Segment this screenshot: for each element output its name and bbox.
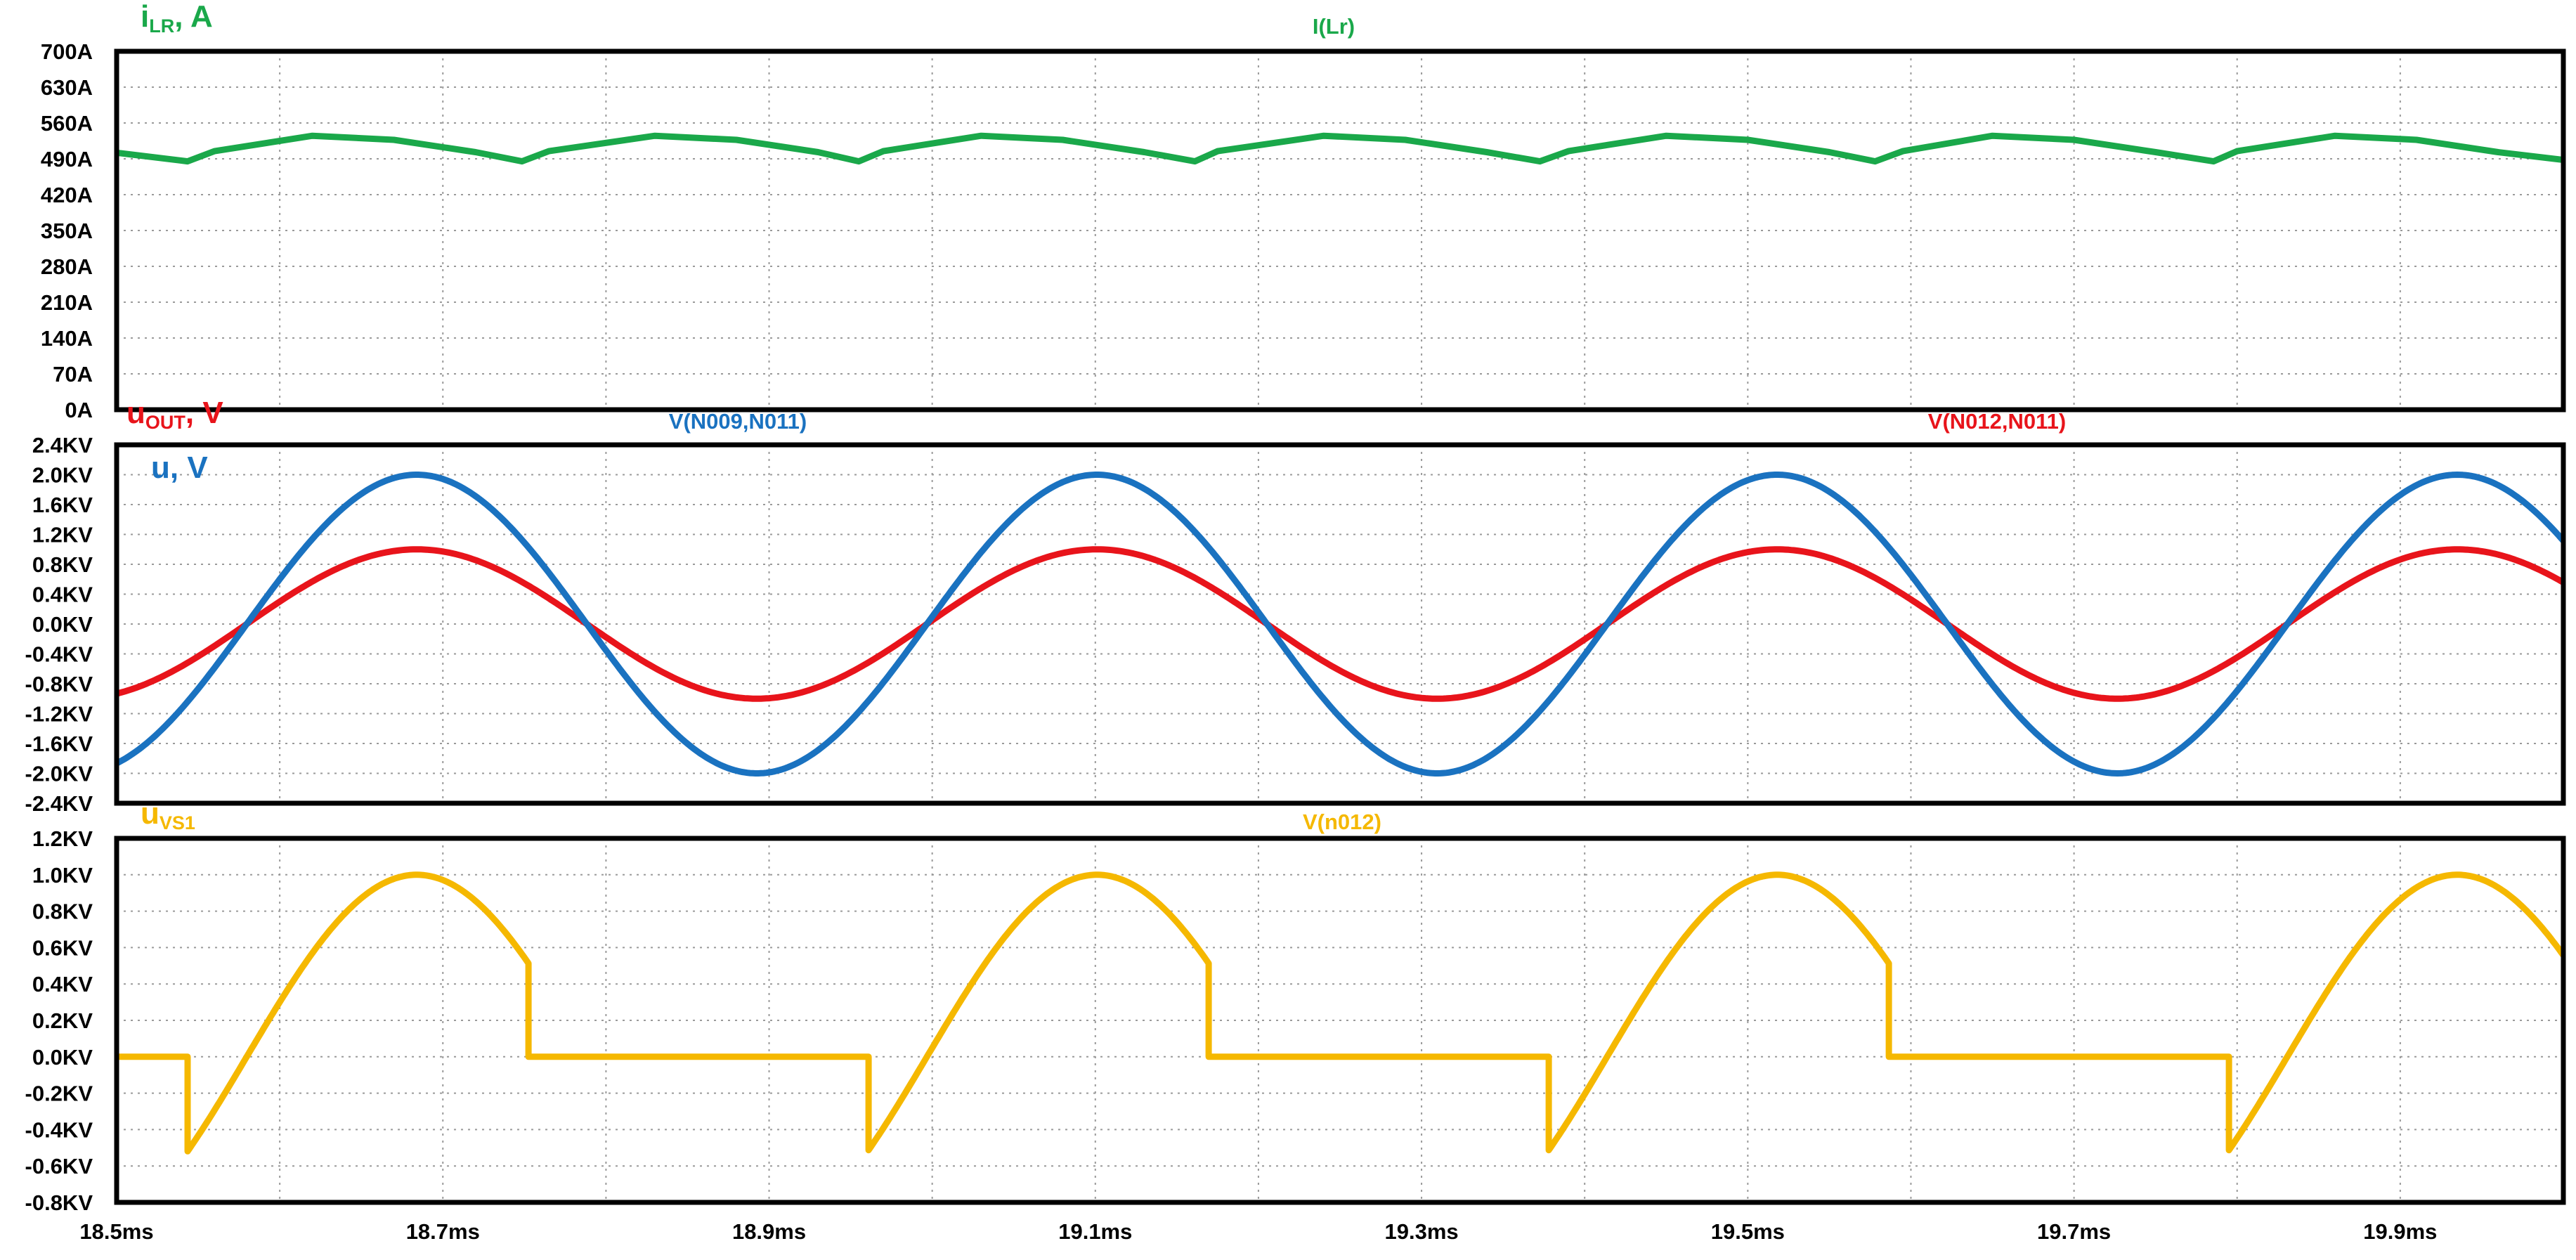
series-line xyxy=(117,132,2563,165)
y-tick-label: 560A xyxy=(41,111,93,136)
y-tick-label: 0.8KV xyxy=(32,552,93,577)
y-tick-label: 490A xyxy=(41,147,93,171)
y-tick-label: 1.6KV xyxy=(32,493,93,517)
axis-title: uVS1 xyxy=(141,796,195,833)
plot-frame xyxy=(114,48,2566,413)
panel-ilr: 0A 70A 140A 210A 280A 350A 420A 490A 560A 630A 700… xyxy=(41,0,2566,422)
y-tick-label: 0.0KV xyxy=(32,612,93,637)
x-tick-label: 19.9ms xyxy=(2363,1219,2437,1244)
x-tick-label: 18.7ms xyxy=(406,1219,480,1244)
y-tick-label: -0.8KV xyxy=(25,1190,93,1215)
y-tick-label: -1.2KV xyxy=(25,702,93,727)
plot-frame xyxy=(114,836,2566,1205)
y-tick-label: 0.0KV xyxy=(32,1045,93,1070)
y-tick-label: -0.4KV xyxy=(25,1117,93,1142)
x-tick-label: 19.5ms xyxy=(1711,1219,1785,1244)
legend-label: V(n012) xyxy=(1303,810,1381,834)
y-tick-label: 420A xyxy=(41,183,93,207)
series-line xyxy=(117,472,2563,777)
x-tick-label: 19.7ms xyxy=(2037,1219,2111,1244)
x-axis: 18.5ms 18.7ms 18.9ms 19.1ms 19.3ms 19.5ms 19.7… xyxy=(79,1219,2437,1244)
plot-frame xyxy=(114,442,2566,806)
y-tick-label: 0A xyxy=(65,398,93,422)
legend-label: I(Lr) xyxy=(1313,14,1355,39)
y-tick-label: -0.8KV xyxy=(25,672,93,696)
y-tick-label: 350A xyxy=(41,219,93,243)
x-tick-label: 18.9ms xyxy=(732,1219,806,1244)
y-tick-label: 1.0KV xyxy=(32,863,93,888)
y-tick-label: 0.8KV xyxy=(32,899,93,924)
y-tick-label: -0.2KV xyxy=(25,1082,93,1106)
y-tick-label: 0.4KV xyxy=(32,583,93,607)
axis-title: iLR, A xyxy=(141,0,213,37)
axis-title-uout: uOUT, V xyxy=(126,396,223,433)
y-tick-label: 700A xyxy=(41,39,93,64)
axis-title-u: u, V xyxy=(151,450,208,485)
y-tick-label: 70A xyxy=(53,362,93,387)
y-tick-label: -0.4KV xyxy=(25,642,93,667)
y-tick-label: 0.6KV xyxy=(32,935,93,960)
legend-label: V(N012,N011) xyxy=(1928,409,2066,434)
y-tick-label: 1.2KV xyxy=(32,826,93,851)
legend-label: V(N009,N011) xyxy=(669,409,807,434)
y-tick-label: 0.2KV xyxy=(32,1008,93,1033)
x-tick-label: 19.1ms xyxy=(1058,1219,1132,1244)
y-tick-label: 630A xyxy=(41,75,93,100)
panel-switch-voltage: -0.8KV -0.6KV -0.4KV -0.2KV 0.0KV 0.2KV 0.4KV 0… xyxy=(25,796,2566,1215)
y-tick-label: -1.6KV xyxy=(25,732,93,756)
y-tick-label: 140A xyxy=(41,326,93,351)
series-line xyxy=(117,546,2563,702)
x-tick-label: 19.3ms xyxy=(1384,1219,1458,1244)
y-tick-label: 2.4KV xyxy=(32,433,93,457)
y-tick-label: -0.6KV xyxy=(25,1154,93,1178)
y-tick-label: 210A xyxy=(41,290,93,315)
y-tick-label: 280A xyxy=(41,254,93,279)
y-tick-label: 1.2KV xyxy=(32,523,93,547)
y-tick-label: 2.0KV xyxy=(32,463,93,488)
y-tick-label: 0.4KV xyxy=(32,972,93,996)
y-tick-label: -2.0KV xyxy=(25,762,93,786)
series-line xyxy=(117,871,2563,1155)
x-tick-label: 18.5ms xyxy=(79,1219,153,1244)
y-tick-label: -2.4KV xyxy=(25,791,93,816)
panel-output-voltage: -2.4KV -2.0KV -1.6KV -1.2KV -0.8KV -0.4KV 0.0K… xyxy=(25,396,2566,816)
